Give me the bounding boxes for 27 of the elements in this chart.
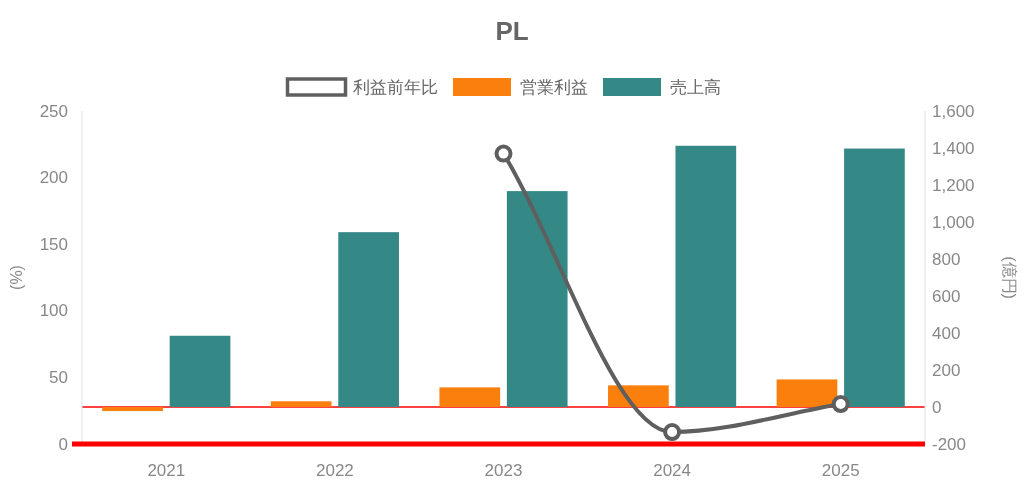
y2-tick-label: 400	[932, 323, 961, 343]
y2-tick-label: 800	[932, 249, 961, 269]
legend-label: 利益前年比	[353, 77, 438, 97]
y2-tick-label: 1,600	[932, 101, 975, 121]
y2-tick-label: 600	[932, 286, 961, 306]
y-tick-label: 150	[39, 234, 68, 254]
y-tick-label: 200	[39, 168, 68, 188]
y-tick-label: 0	[58, 434, 68, 454]
y2-tick-label: 0	[932, 397, 942, 417]
legend-label: 営業利益	[520, 77, 588, 97]
y2-tick-label: 200	[932, 360, 961, 380]
y-axis-title: (%)	[7, 265, 25, 290]
y-tick-label: 100	[39, 301, 68, 321]
x-tick-label: 2024	[653, 460, 692, 480]
x-tick-label: 2023	[484, 460, 523, 480]
y-tick-label: 50	[49, 367, 68, 387]
x-tick-label: 2021	[147, 460, 186, 480]
y2-axis-title: (億円)	[1000, 256, 1018, 299]
y-tick-label: 250	[39, 101, 68, 121]
y2-tick-label: 1,200	[932, 175, 975, 195]
y2-tick-label: 1,000	[932, 212, 975, 232]
chart-title: PL	[495, 16, 529, 46]
y2-tick-label: -200	[932, 434, 967, 454]
legend-label: 売上高	[670, 77, 721, 97]
x-tick-label: 2022	[315, 460, 354, 480]
y2-tick-label: 1,400	[932, 138, 975, 158]
x-tick-label: 2025	[821, 460, 860, 480]
